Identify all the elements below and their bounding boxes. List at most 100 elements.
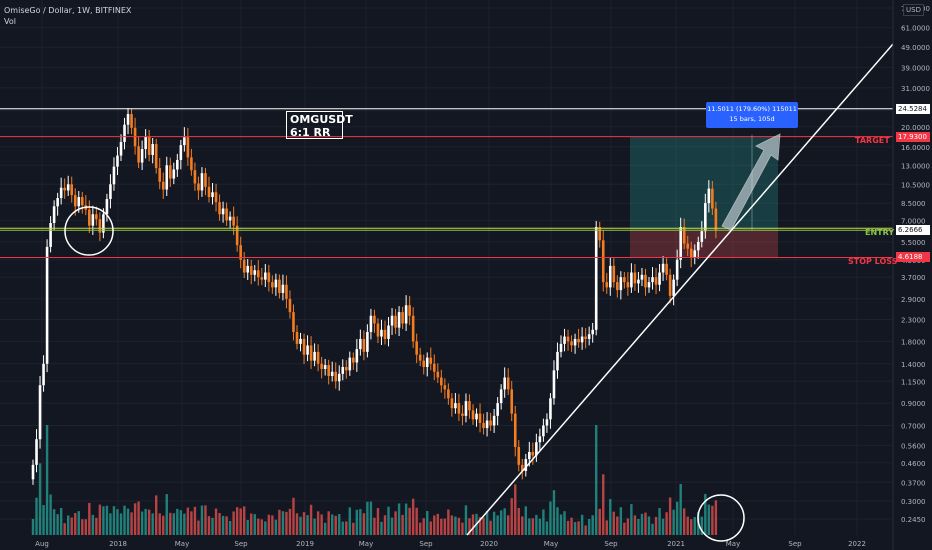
x-tick-label: Sep bbox=[788, 540, 802, 548]
volume-bar bbox=[507, 515, 510, 535]
volume-bar bbox=[595, 425, 598, 535]
volume-bar bbox=[140, 511, 144, 535]
candle-body bbox=[696, 241, 700, 251]
candle-body bbox=[352, 357, 355, 363]
candle-body bbox=[492, 415, 496, 426]
measure-duration: 15 bars, 105d bbox=[729, 115, 775, 123]
volume-bar bbox=[369, 501, 373, 535]
volume-bar bbox=[207, 516, 211, 535]
volume-bar bbox=[348, 507, 351, 535]
volume-bar bbox=[211, 517, 214, 535]
candle-body bbox=[711, 188, 714, 209]
candle-body bbox=[154, 144, 158, 169]
volume-bar bbox=[316, 511, 320, 535]
volume-bar bbox=[42, 505, 45, 535]
candle-body bbox=[584, 336, 587, 339]
volume-bar bbox=[457, 517, 461, 535]
volume-bar bbox=[679, 484, 682, 535]
volume-bar bbox=[49, 494, 52, 535]
candle-body bbox=[647, 282, 651, 288]
volume-bar bbox=[714, 500, 718, 535]
volume-bar bbox=[552, 490, 556, 535]
candle-body bbox=[517, 446, 521, 465]
candle-body bbox=[197, 183, 200, 191]
candle-body bbox=[359, 338, 362, 350]
candle-body bbox=[594, 227, 598, 330]
candle-body bbox=[686, 243, 690, 249]
candle-body bbox=[49, 222, 52, 247]
candle-body bbox=[612, 265, 616, 283]
y-tick-label: 10.5000 bbox=[901, 181, 930, 189]
volume-bar bbox=[260, 519, 263, 535]
volume-bar bbox=[271, 515, 274, 535]
candle-body bbox=[394, 315, 397, 328]
candle-body bbox=[605, 282, 609, 288]
candle-body bbox=[59, 187, 63, 199]
volume-bar bbox=[535, 514, 538, 535]
y-tick-label: 0.3000 bbox=[901, 498, 926, 506]
volume-bar bbox=[394, 511, 397, 535]
volume-bar bbox=[623, 522, 626, 535]
candle-body bbox=[468, 401, 471, 411]
candle-body bbox=[668, 274, 672, 296]
volume-bar bbox=[612, 511, 615, 535]
candle-body bbox=[126, 114, 130, 125]
volume-bar bbox=[200, 505, 204, 535]
volume-bar bbox=[668, 497, 672, 535]
candle-body bbox=[302, 338, 306, 355]
y-tick-label: 0.4600 bbox=[901, 460, 926, 468]
x-tick-label: May bbox=[359, 540, 373, 548]
candle-body bbox=[200, 173, 204, 191]
candle-body bbox=[179, 145, 183, 160]
candle-body bbox=[520, 464, 524, 471]
volume-bar bbox=[91, 514, 95, 535]
candle-body bbox=[190, 157, 193, 171]
candle-body bbox=[408, 305, 411, 316]
candle-body bbox=[700, 231, 704, 242]
volume-bar bbox=[524, 506, 527, 535]
candle-body bbox=[366, 331, 369, 352]
y-tick-label: 16.0000 bbox=[901, 144, 930, 152]
volume-bar bbox=[239, 508, 242, 535]
volume-bar bbox=[137, 501, 140, 535]
candle-body bbox=[337, 373, 341, 382]
candle-body bbox=[570, 341, 573, 346]
candle-body bbox=[538, 436, 542, 443]
stop-loss-label: STOP LOSS bbox=[848, 257, 898, 266]
currency-label[interactable]: USD bbox=[903, 4, 924, 16]
volume-bar bbox=[415, 507, 418, 535]
volume-bar bbox=[580, 514, 584, 535]
candle-body bbox=[123, 124, 126, 142]
volume-bar bbox=[440, 518, 443, 535]
candle-body bbox=[556, 351, 559, 371]
candle-body bbox=[239, 245, 242, 260]
y-tick-label: 61.0000 bbox=[901, 25, 930, 33]
candle-body bbox=[66, 184, 70, 191]
volume-bar bbox=[436, 513, 439, 535]
candle-body bbox=[619, 277, 623, 291]
candle-body bbox=[464, 401, 468, 416]
candle-body bbox=[675, 259, 679, 280]
volume-indicator-label[interactable]: Vol bbox=[4, 17, 16, 26]
candle-body bbox=[355, 349, 359, 363]
volume-bar bbox=[577, 521, 580, 535]
volume-bar bbox=[468, 518, 471, 535]
volume-bar bbox=[570, 517, 573, 535]
candle-body bbox=[503, 377, 506, 390]
candle-body bbox=[313, 351, 316, 361]
candle-body bbox=[689, 248, 693, 258]
candle-body bbox=[482, 422, 485, 429]
candle-body bbox=[591, 329, 594, 335]
x-tick-label: Sep bbox=[234, 540, 248, 548]
candle-body bbox=[228, 216, 232, 221]
volume-bar bbox=[52, 509, 56, 535]
y-tick-label: 2.3000 bbox=[901, 317, 926, 325]
volume-bar bbox=[658, 507, 661, 535]
current-price-badge: 6.2666 bbox=[896, 225, 930, 236]
candle-body bbox=[158, 168, 162, 182]
volume-bar bbox=[605, 520, 608, 535]
candle-body bbox=[432, 363, 436, 372]
candle-body bbox=[440, 377, 443, 386]
candle-body bbox=[552, 370, 556, 399]
